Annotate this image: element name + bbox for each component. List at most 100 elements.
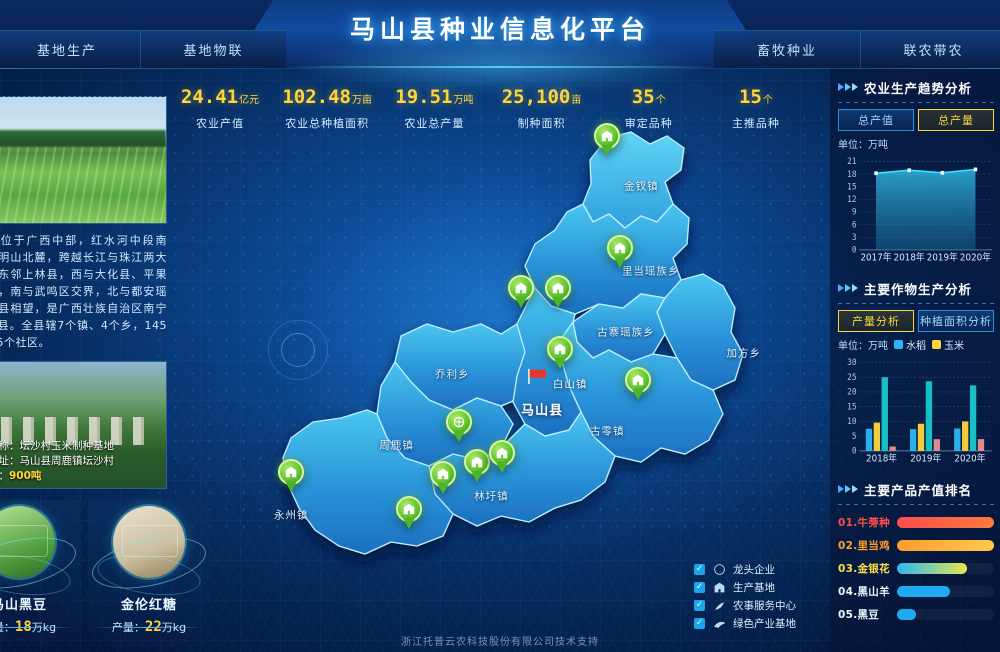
section-divider xyxy=(838,102,994,103)
legend-checkbox[interactable]: ✓ xyxy=(694,581,705,593)
legend-label: 农事服务中心 xyxy=(733,599,796,612)
kpi-value: 24.41 xyxy=(180,86,239,108)
unit-label: 单位：万吨 xyxy=(838,341,888,352)
legend-row-production-base[interactable]: ✓ 生产基地 xyxy=(694,578,838,596)
svg-text:21: 21 xyxy=(847,156,856,166)
map-label-yongzhou: 永州镇 xyxy=(273,509,309,522)
ranking-bar-fill xyxy=(897,586,951,597)
map-marker-base-icon[interactable] xyxy=(546,336,573,370)
tab-total-output-value[interactable]: 总产值 xyxy=(838,109,914,131)
svg-text:20: 20 xyxy=(847,386,856,396)
ranking-label: 05.黑豆 xyxy=(838,609,880,621)
kpi-unit: 万吨 xyxy=(453,95,474,106)
kpi-label: 农业产值 xyxy=(196,117,244,130)
svg-text:10: 10 xyxy=(847,416,856,426)
kpi-main-varieties: 15个 主推品种 xyxy=(704,86,808,132)
trend-area-chart[interactable]: 0 3 6 9 12 15 18 21 2017年 2018年 2019年 2020年 xyxy=(838,153,994,271)
map-marker-base-icon[interactable] xyxy=(625,367,652,400)
map-marker-service-icon[interactable] xyxy=(445,409,472,443)
legend-checkbox[interactable]: ✓ xyxy=(694,599,705,611)
map-marker-base-icon[interactable] xyxy=(488,439,515,473)
kpi-unit: 亿元 xyxy=(239,95,260,106)
capital-flag-icon xyxy=(527,368,546,384)
base-yield-key: 年产量： xyxy=(0,470,9,482)
map-label-jiafang: 加方乡 xyxy=(726,347,761,360)
tab-planting-area-analysis[interactable]: 种植面积分析 xyxy=(918,310,994,332)
crop-bars xyxy=(865,377,985,451)
nav-item-base-iot[interactable]: 基地物联 xyxy=(140,30,286,68)
base-name-key: 基地名称： xyxy=(0,440,20,452)
legend-checkbox[interactable]: ✓ xyxy=(694,617,705,629)
chevrons-icon xyxy=(838,485,858,493)
svg-text:18: 18 xyxy=(847,169,856,179)
legend-item-corn[interactable]: 玉米 xyxy=(932,337,964,352)
map-label-guling: 古零镇 xyxy=(590,425,625,438)
trend-y-axis: 0 3 6 9 12 15 18 21 xyxy=(847,156,856,255)
kpi-value: 15 xyxy=(738,86,762,108)
crop-bar-chart[interactable]: 0 5 10 15 20 25 30 2018年 2019年 2020年 xyxy=(838,354,994,472)
legend-checkbox[interactable]: ✓ xyxy=(694,563,705,575)
svg-text:0: 0 xyxy=(852,244,857,254)
nav-item-livestock-seed[interactable]: 畜牧种业 xyxy=(714,30,860,68)
map-legend: ✓ 龙头企业 ✓ 生产基地 ✓ 农事服务中心 ✓ 绿色产业基地 xyxy=(690,554,842,638)
ranking-bar-fill xyxy=(897,517,994,528)
svg-text:2018年: 2018年 xyxy=(894,251,925,263)
svg-text:2019年: 2019年 xyxy=(927,251,958,263)
map-marker-base-icon[interactable] xyxy=(464,449,491,483)
header-glow xyxy=(290,34,710,94)
tab-label: 总产量 xyxy=(938,114,974,127)
ranking-row[interactable]: 03.金银花 xyxy=(838,557,994,580)
ranking-bar-track xyxy=(897,586,994,597)
decor-ring xyxy=(268,320,328,380)
svg-text:25: 25 xyxy=(847,372,856,382)
nav-right-group: 畜牧种业 联农带农 xyxy=(714,30,1000,68)
legend-item-rice[interactable]: 水稻 xyxy=(894,337,926,352)
legend-row-leading-enterprise[interactable]: ✓ 龙头企业 xyxy=(694,560,838,578)
legend-label: 绿色产业基地 xyxy=(733,617,796,630)
map-shape-group xyxy=(282,131,744,555)
map-marker-base-icon[interactable] xyxy=(606,235,633,269)
ranking-row[interactable]: 05.黑豆 xyxy=(838,603,994,626)
tab-total-yield[interactable]: 总产量 xyxy=(918,109,994,131)
svg-text:15: 15 xyxy=(847,181,856,191)
map-label-linwei: 林圩镇 xyxy=(474,490,509,503)
tab-label: 总产值 xyxy=(858,114,894,127)
product-card-heidou[interactable]: 马山黑豆 产量：18万kg xyxy=(0,500,81,646)
section-title: 主要产品产值排名 xyxy=(864,482,973,498)
trend-tabs: 总产值 总产量 xyxy=(838,109,994,131)
decor-ring-inner xyxy=(281,333,315,367)
right-panel: 农业生产趋势分析 总产值 总产量 单位：万吨 xyxy=(830,68,1000,652)
crop-tabs: 产量分析 种植面积分析 xyxy=(838,310,994,332)
nav-item-farmer-link[interactable]: 联农带农 xyxy=(860,30,1000,68)
tab-yield-analysis[interactable]: 产量分析 xyxy=(838,310,914,332)
county-description: 马山县位于广西中部，红水河中段南岸，大明山北麓，跨越长江与珠江两大流域。东邻上林… xyxy=(0,234,167,349)
svg-text:15: 15 xyxy=(847,401,856,411)
map-marker-base-icon[interactable] xyxy=(544,275,571,309)
map-marker-base-icon[interactable] xyxy=(594,122,621,156)
nav-label: 畜牧种业 xyxy=(756,44,817,59)
ranking-row[interactable]: 02.里当鸡 xyxy=(838,534,994,557)
nav-item-base-production[interactable]: 基地生产 xyxy=(0,30,140,68)
svg-text:2019年: 2019年 xyxy=(910,452,941,464)
product-card-jinlun-hongtang[interactable]: 金伦红糖 产量：22万kg xyxy=(87,500,211,646)
nav-label: 基地生产 xyxy=(36,44,97,59)
ranking-row[interactable]: 04.黑山羊 xyxy=(838,580,994,603)
product-name: 马山黑豆 xyxy=(0,598,47,613)
legend-row-agri-service-center[interactable]: ✓ 农事服务中心 xyxy=(694,596,838,614)
map-marker-base-icon[interactable] xyxy=(430,461,456,494)
map-marker-base-icon[interactable] xyxy=(395,496,422,530)
map-marker-base-icon[interactable] xyxy=(278,458,305,492)
base-yield-value: 900吨 xyxy=(9,470,42,482)
map-marker-base-icon[interactable] xyxy=(507,275,534,309)
county-photo xyxy=(0,96,167,224)
section-product-ranking: 主要产品产值排名 01.牛蒡种 02.里当鸡 03.金银花 04.黑山羊 05.黑豆 xyxy=(838,478,994,626)
kpi-label: 主推品种 xyxy=(731,117,780,130)
legend-row-green-industry-base[interactable]: ✓ 绿色产业基地 xyxy=(694,614,838,632)
county-map[interactable]: 金钗镇 里当瑶族乡 古寨瑶族乡 加方乡 乔利乡 古零镇 周鹿镇 林圩镇 永州镇 … xyxy=(195,118,815,588)
crop-y-axis: 0 5 10 15 20 25 30 xyxy=(847,357,856,456)
ranking-row[interactable]: 01.牛蒡种 xyxy=(838,511,994,534)
base-name-value: 坛沙村玉米制种基地 xyxy=(19,440,115,452)
ranking-bar-track xyxy=(897,517,994,528)
ranking-bar-fill xyxy=(897,540,994,551)
